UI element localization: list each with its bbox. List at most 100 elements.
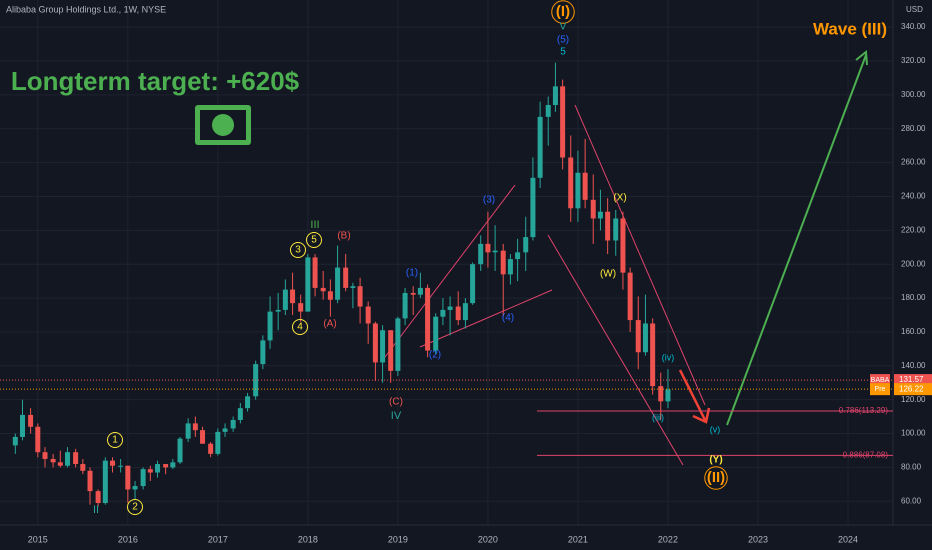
- grid: [0, 0, 893, 525]
- wave-label: (Y): [709, 455, 722, 466]
- candle-body: [20, 414, 26, 437]
- candle-body: [530, 177, 536, 238]
- candle-body: [42, 452, 48, 459]
- wave-label: (C): [389, 397, 403, 408]
- icon-coin: [212, 114, 234, 136]
- x-tick-label: 2019: [388, 534, 408, 544]
- channel-line: [419, 289, 553, 348]
- candle-body: [478, 243, 484, 265]
- candle-body: [665, 389, 671, 402]
- annotation-circle: [290, 242, 306, 258]
- candle-body: [335, 267, 341, 300]
- annotation-circle: [127, 499, 143, 515]
- x-tick-label: 2023: [748, 534, 768, 544]
- y-tick-label: 60.00: [901, 496, 922, 505]
- x-tick-label: 2024: [838, 534, 858, 544]
- candle-body: [365, 306, 371, 324]
- wave-label: 5: [311, 235, 317, 246]
- down-arrow: [678, 369, 707, 421]
- annotation-circle: [704, 466, 728, 490]
- channel-line: [574, 104, 706, 406]
- candle-body: [155, 464, 161, 473]
- candle-body: [298, 303, 304, 312]
- candle-body: [568, 157, 574, 209]
- y-tick-label: 120.00: [901, 395, 926, 404]
- chart-header: Alibaba Group Holdings Ltd., 1W, NYSE: [6, 4, 166, 14]
- candle-body: [455, 306, 461, 321]
- y-tick-label: 80.00: [901, 463, 922, 472]
- candle-body: [597, 211, 603, 219]
- wave-label: (2): [429, 350, 441, 361]
- candle-body: [388, 330, 394, 371]
- pre-price-label: 126.22: [899, 384, 924, 393]
- candle-body: [87, 470, 93, 492]
- wave-label: (1): [406, 268, 418, 279]
- candle-body: [545, 105, 551, 117]
- y-tick-label: 160.00: [901, 327, 926, 336]
- drawings: [384, 50, 868, 466]
- wave-label: (3): [483, 195, 495, 206]
- wave-label: (5): [557, 35, 569, 46]
- wave-label: Wave (III): [813, 19, 887, 38]
- candle-body: [402, 292, 408, 319]
- candle-body: [320, 287, 326, 292]
- candle-body: [73, 452, 79, 465]
- candle-body: [343, 267, 349, 288]
- y-tick-label: 300.00: [901, 90, 926, 99]
- fib-label: 0.786(113.29): [839, 406, 889, 415]
- annotation-circle: [551, 0, 575, 24]
- candle-body: [560, 86, 566, 158]
- candle-body: [140, 469, 146, 487]
- y-tick-label: 340.00: [901, 22, 926, 31]
- candle-body: [500, 250, 506, 275]
- candle-body: [627, 272, 633, 321]
- candle-body: [192, 423, 198, 431]
- candle-body: [237, 408, 243, 420]
- candle-body: [350, 286, 356, 288]
- y-tick-label: 320.00: [901, 56, 926, 65]
- candle-body: [635, 320, 641, 353]
- candle-body: [222, 428, 228, 432]
- annotation-circle: [306, 232, 322, 248]
- money-icon: [195, 105, 251, 145]
- candle-body: [245, 396, 251, 409]
- candle-body: [312, 257, 318, 288]
- candle-body: [515, 252, 521, 260]
- candle-body: [395, 318, 401, 371]
- wave-label: (A): [323, 319, 336, 330]
- target-arrow-head: [855, 50, 868, 66]
- last-price-label: 131.57: [899, 375, 924, 384]
- candle-body: [582, 172, 588, 200]
- annotation-circle: [292, 319, 308, 335]
- wave-label: (iii): [652, 412, 664, 422]
- candle-body: [12, 436, 18, 446]
- candle-body: [35, 426, 41, 453]
- candle-body: [552, 86, 558, 105]
- y-tick-label: 240.00: [901, 192, 926, 201]
- candle-body: [80, 464, 86, 471]
- candle-body: [50, 458, 56, 463]
- candle-body: [305, 257, 311, 312]
- wave-label: (II): [707, 469, 725, 486]
- target-arrow: [726, 54, 867, 426]
- candle-body: [275, 309, 281, 312]
- wave-label: IV: [391, 410, 402, 422]
- candle-body: [658, 386, 664, 402]
- candle-body: [642, 323, 648, 353]
- candle-body: [523, 237, 529, 253]
- candle-body: [65, 452, 71, 466]
- candle-body: [118, 465, 124, 467]
- candle-body: [590, 199, 596, 219]
- wave-label: III: [310, 219, 319, 231]
- x-tick-label: 2022: [658, 534, 678, 544]
- x-tick-label: 2017: [208, 534, 228, 544]
- candle-body: [417, 287, 423, 295]
- candle-body: [605, 211, 611, 241]
- pre-price-tag: [894, 383, 932, 396]
- wave-label: 3: [295, 245, 301, 256]
- pre-tag: [870, 383, 890, 396]
- candle-body: [200, 430, 206, 444]
- pre-label: Pre: [875, 386, 886, 393]
